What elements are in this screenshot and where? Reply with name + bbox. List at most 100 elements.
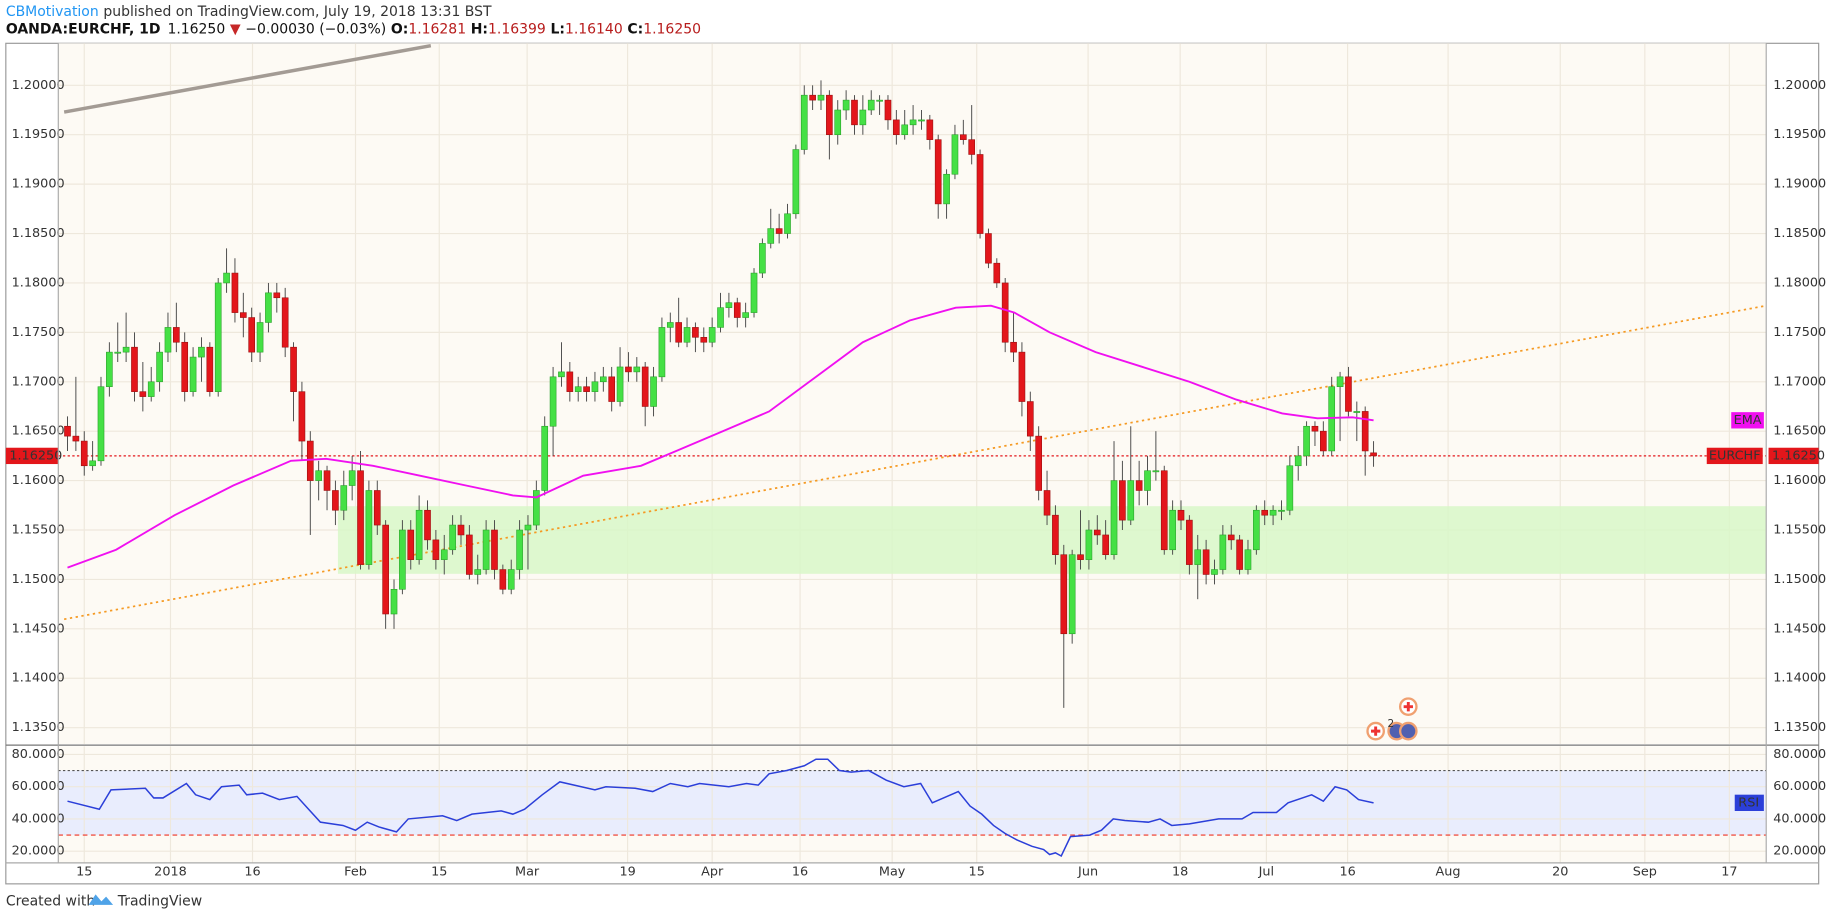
candle-body <box>189 356 197 392</box>
candle-body <box>1060 554 1068 635</box>
candle-body <box>390 589 398 615</box>
candle-body <box>934 139 942 205</box>
candle-body <box>884 99 892 121</box>
x-tick-label: Aug <box>1436 865 1461 880</box>
candle-body <box>893 119 900 136</box>
candle-body <box>675 322 682 343</box>
candle-body <box>206 346 214 392</box>
y-tick-label-left: 1.17000 <box>12 374 65 389</box>
candle-body <box>482 529 490 570</box>
event-icon[interactable] <box>1398 721 1418 741</box>
candle-body <box>650 376 657 407</box>
x-tick-label: 2018 <box>154 865 187 880</box>
y-tick-label-right: 1.15000 <box>1773 572 1826 587</box>
candle-body <box>566 371 574 392</box>
candle-body <box>507 569 515 590</box>
candle-body <box>918 119 925 122</box>
y-tick-label-left: 1.18500 <box>12 226 65 241</box>
y-tick-label-left: 1.14000 <box>12 671 65 686</box>
candle-body <box>633 366 641 373</box>
candle-body <box>407 529 415 560</box>
candle-body <box>156 351 163 383</box>
candle-body <box>608 376 616 402</box>
y-tick-label-left: 1.16000 <box>12 473 65 488</box>
ema-box <box>1731 412 1764 429</box>
x-tick-label: 19 <box>619 865 635 880</box>
candle-body <box>1202 549 1210 575</box>
candle-body <box>1345 376 1352 412</box>
x-tick-label: 15 <box>969 865 985 880</box>
ema-label: EMA <box>1734 413 1762 428</box>
candle-body <box>1068 554 1076 635</box>
candle-body <box>1294 455 1302 467</box>
event-icons[interactable]: 2 <box>1366 697 1418 741</box>
candle-body <box>164 327 172 353</box>
candle-body <box>1269 509 1277 516</box>
candle-body <box>466 534 473 575</box>
candle-body <box>1093 529 1101 536</box>
candle-body <box>440 549 448 560</box>
candle-body <box>1177 509 1185 521</box>
event-count: 2 <box>1387 718 1394 730</box>
y-tick-label-left: 1.14500 <box>12 621 65 636</box>
candle-body <box>1370 452 1377 457</box>
candle-body <box>223 272 230 284</box>
candle-body <box>599 376 607 383</box>
symbol-label: EURCHF <box>1709 448 1761 463</box>
candle-body <box>323 470 331 491</box>
event-plus <box>1403 701 1413 712</box>
candle-body <box>1127 480 1135 521</box>
candle-body <box>1035 435 1042 491</box>
x-tick-label: Jun <box>1077 865 1098 880</box>
candle-body <box>692 327 699 338</box>
price-right-box <box>1768 447 1819 465</box>
y-tick-label-right: 1.19500 <box>1773 127 1826 142</box>
y-tick-label-left: 1.18000 <box>12 275 65 290</box>
y-tick-label-right: 1.16000 <box>1773 473 1826 488</box>
change: −0.00030 (−0.03%) <box>245 21 386 37</box>
author[interactable]: CBMotivation <box>6 4 99 20</box>
y-tick-label-right: 1.14500 <box>1773 621 1826 636</box>
candle-body <box>139 391 147 397</box>
candle-body <box>214 282 222 392</box>
candle-body <box>373 490 381 526</box>
candle-body <box>1303 425 1310 457</box>
candle-body <box>574 386 582 392</box>
candle-body <box>851 99 858 126</box>
ema-line <box>67 304 1374 569</box>
y-tick-label-right: 1.19000 <box>1773 177 1826 192</box>
candle-body <box>591 381 599 392</box>
candle-body <box>332 490 339 511</box>
candle-body <box>1336 376 1344 388</box>
published: published on TradingView.com, July 19, 2… <box>103 4 492 20</box>
y-tick-label-left: 40.0000 <box>12 811 65 826</box>
candle-body <box>700 337 708 343</box>
candle-body <box>1152 470 1160 473</box>
candle-body <box>306 440 314 481</box>
candle-body <box>641 366 649 407</box>
candle-body <box>541 425 549 491</box>
ohlc-value: 1.16281 <box>408 21 466 37</box>
candle-body <box>265 292 272 323</box>
candle-body <box>114 351 122 354</box>
rsi-box <box>1734 794 1764 811</box>
candle-body <box>474 569 482 575</box>
candle-body <box>340 485 348 511</box>
candle-body <box>1043 490 1051 516</box>
candle-body <box>725 302 733 308</box>
candle-body <box>834 109 842 136</box>
candle-body <box>784 213 791 234</box>
x-tick-label: Apr <box>701 865 724 880</box>
rsi-band <box>58 770 1767 836</box>
candle-body <box>1186 519 1193 565</box>
candle-body <box>281 297 289 348</box>
y-tick-label-right: 1.18000 <box>1773 275 1826 290</box>
footer-brand[interactable]: TradingView <box>117 893 202 909</box>
candle-body <box>1026 401 1034 437</box>
candle-body <box>800 94 808 150</box>
candle-body <box>951 134 959 175</box>
x-tick-label: 15 <box>76 865 92 880</box>
candle-body <box>457 524 465 536</box>
candle-body <box>348 470 356 486</box>
price-left-box <box>5 447 59 465</box>
